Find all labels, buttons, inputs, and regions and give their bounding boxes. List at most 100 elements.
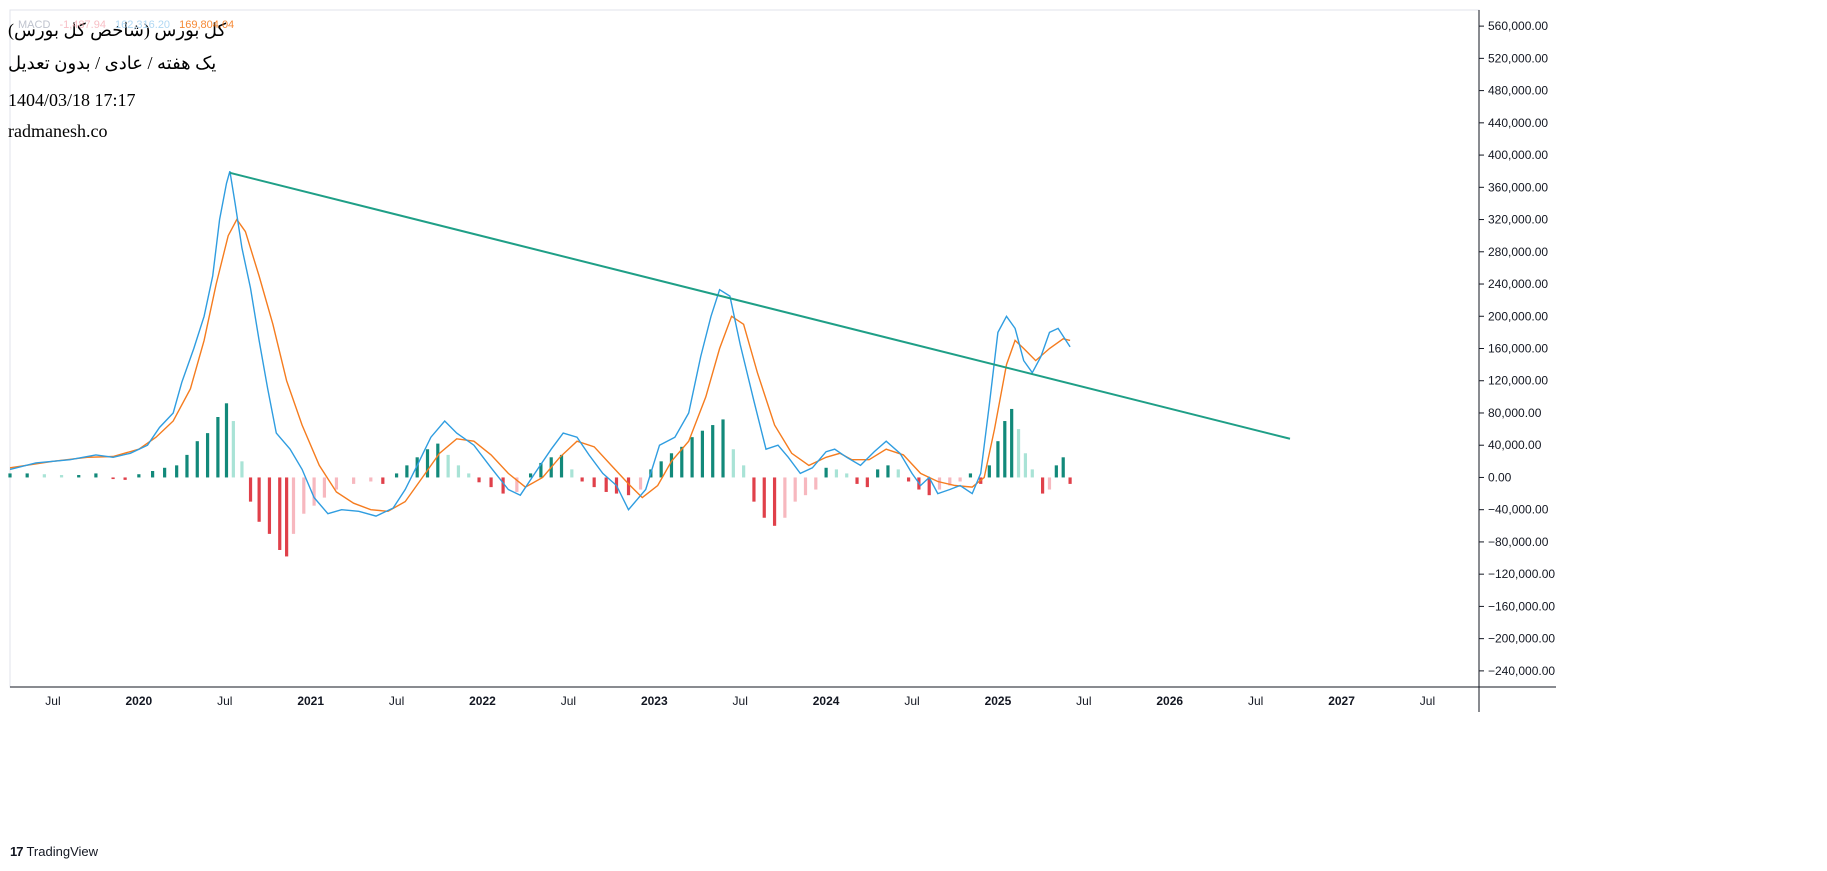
time-tick-label: 2022 [469,694,496,708]
signal-line[interactable] [9,218,1071,513]
histogram-bar [456,465,461,478]
price-tick-label: −200,000.00 [1488,632,1555,646]
macd-line[interactable] [9,171,1071,517]
tradingview-logo-icon: 17 [10,844,24,859]
histogram-bar [700,430,705,478]
histogram-bar [334,477,339,490]
histogram-bar [721,419,725,478]
macd-name: MACD [18,19,51,31]
histogram-bar [1003,421,1007,478]
histogram-bar [996,441,1000,478]
price-tick-label: 440,000.00 [1488,116,1548,130]
histogram-bar [539,462,543,478]
price-tick-label: 240,000.00 [1488,277,1548,291]
time-tick-label: Jul [904,694,919,708]
time-tick-label: 2027 [1328,694,1355,708]
histogram-bar [381,477,385,484]
histogram-bar [278,477,282,550]
tradingview-text: TradingView [26,844,99,859]
histogram-bar [948,477,952,486]
histogram-bar [690,437,694,478]
histogram-bar [1016,429,1021,478]
price-tick-label: 360,000.00 [1488,180,1548,194]
histogram-bar [425,449,430,478]
histogram-bar [231,421,235,478]
histogram-bar [803,477,808,496]
histogram-bar [1040,477,1045,494]
histogram-bar [1010,408,1014,478]
histogram-bar [845,473,849,478]
price-tick-label: 480,000.00 [1488,84,1548,98]
histogram-bar [248,477,253,502]
histogram-bar [570,469,574,478]
histogram-bar [205,433,210,478]
histogram-bar [1023,453,1028,478]
trendline-drawing[interactable] [229,171,1291,440]
histogram-bar [987,465,991,478]
time-tick-label: Jul [389,694,404,708]
histogram-bar [312,477,316,506]
histogram-bar [762,477,766,518]
time-tick-label: Jul [45,694,60,708]
price-tick-label: −40,000.00 [1488,503,1549,517]
histogram-bar [1047,477,1052,490]
histogram-bar [604,477,608,492]
price-tick-label: 80,000.00 [1488,406,1542,420]
histogram-bar [267,477,272,534]
histogram-bar [405,465,409,478]
histogram-bar [240,461,244,478]
time-axis[interactable]: Jul 2020 Jul 2021 Jul 2022 Jul 2023 Jul 2024 Jul 20… [45,694,1435,708]
histogram-bar [25,473,29,478]
histogram-bar [814,477,818,490]
macd-signal-value: 169,804.04 [179,19,235,31]
time-tick-label: 2020 [126,694,153,708]
histogram-bar [855,477,859,484]
time-tick-label: Jul [1420,694,1435,708]
histogram-bar [515,477,519,492]
histogram-bars [8,403,1072,557]
legend-datetime: 1404/03/18 17:17 [8,90,136,110]
price-tick-label: −240,000.00 [1488,664,1555,678]
time-tick-label: 2021 [297,694,324,708]
price-tick-label: 0.00 [1488,470,1512,484]
histogram-bar [8,473,12,478]
histogram-bar [446,454,450,478]
tradingview-watermark[interactable]: 17 TradingView [10,844,98,859]
price-tick-label: −80,000.00 [1488,535,1549,549]
price-tick-label: 520,000.00 [1488,51,1548,65]
histogram-bar [937,477,942,490]
histogram-bar [958,477,962,482]
histogram-bar [1061,457,1065,478]
histogram-bar [352,477,356,484]
price-tick-label: 200,000.00 [1488,309,1548,323]
histogram-bar [731,449,735,478]
histogram-bar [216,417,220,478]
time-tick-label: 2026 [1156,694,1183,708]
histogram-bar [137,474,141,478]
histogram-bar [659,461,663,478]
price-tick-label: 560,000.00 [1488,19,1548,33]
histogram-bar [151,471,155,478]
histogram-bar [559,454,564,478]
histogram-bar [163,467,167,478]
chart-legend: کل بورس (شاخص کل بورس) یک هفته / عادی / … [8,20,226,143]
histogram-bar [123,477,127,480]
price-tick-label: 320,000.00 [1488,213,1548,227]
macd-values-label[interactable]: MACD -1,487.94 162,316.20 169,804.04 [18,19,240,31]
histogram-bar [824,467,828,478]
histogram-bar [927,477,931,496]
histogram-bar [477,477,481,483]
histogram-bar [1054,465,1058,478]
histogram-bar [42,474,46,478]
histogram-bar [580,477,584,482]
histogram-bar [968,473,973,478]
histogram-bar [906,477,911,482]
histogram-bar [896,469,900,478]
histogram-bar [752,477,756,502]
time-tick-label: Jul [733,694,748,708]
histogram-bar [302,477,306,514]
histogram-bar [77,475,81,478]
price-axis[interactable]: 560,000.00 520,000.00 480,000.00 440,000.00… [1479,19,1555,678]
histogram-bar [369,477,373,482]
